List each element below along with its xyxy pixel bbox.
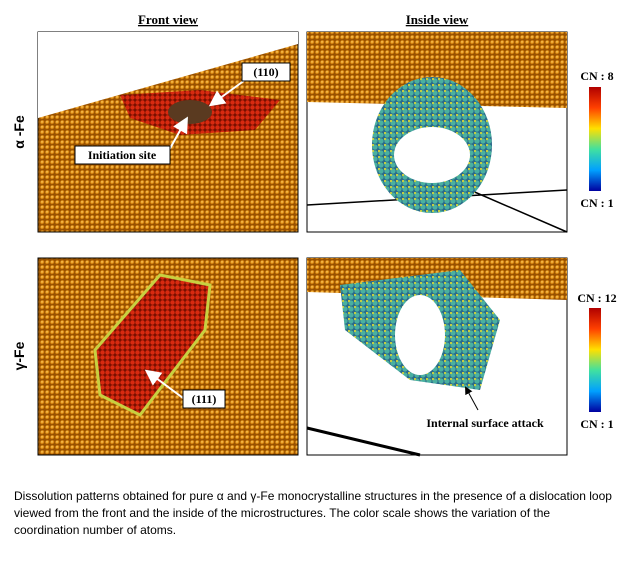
annotation: (110)	[253, 65, 278, 79]
caption: Dissolution patterns obtained for pure α…	[14, 489, 612, 537]
scale-max: CN : 12	[577, 291, 616, 305]
row-label: γ-Fe	[11, 341, 27, 370]
annotation: Initiation site	[88, 148, 157, 162]
column-header: Inside view	[406, 12, 469, 27]
annotation: Internal surface attack	[426, 416, 544, 430]
color-bar	[589, 87, 601, 191]
annotation: (111)	[192, 392, 217, 406]
column-header: Front view	[138, 12, 199, 27]
figure: Front view Inside view α -Fe γ-Fe (110) …	[11, 12, 617, 457]
panel-alpha-front: (110) Initiation site	[37, 31, 299, 233]
panel-gamma-inside: Internal surface attack	[306, 257, 568, 457]
panel-alpha-inside	[306, 31, 568, 233]
panel-gamma-front: (111)	[37, 257, 299, 456]
scale-max: CN : 8	[580, 69, 613, 83]
row-label: α -Fe	[11, 115, 27, 149]
color-bar	[589, 308, 601, 412]
scale-min: CN : 1	[580, 417, 613, 431]
scale-min: CN : 1	[580, 196, 613, 210]
